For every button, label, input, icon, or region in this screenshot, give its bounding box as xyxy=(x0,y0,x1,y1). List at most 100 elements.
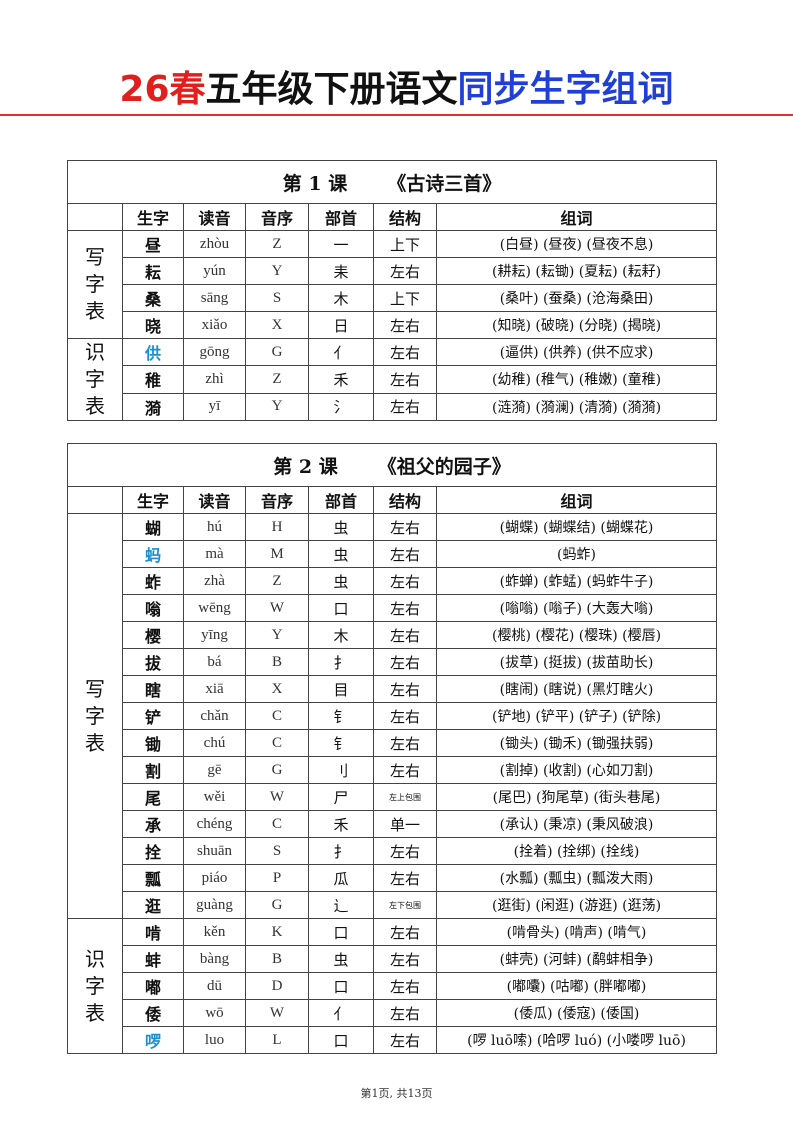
initial-cell: Z xyxy=(245,567,309,595)
char-cell: 割 xyxy=(122,756,184,784)
table-row: 漪 yī Y 氵左右 (涟漪) (漪澜) (清漪) (漪漪) xyxy=(68,392,718,422)
title-red-part: 26春 xyxy=(119,69,206,110)
pinyin-cell: wēng xyxy=(183,594,246,622)
words-cell: (拴着) (拴绑) (拴线) xyxy=(435,837,718,865)
words-cell: (涟漪) (漪澜) (清漪) (漪漪) xyxy=(435,392,718,422)
pinyin-cell: xiǎo xyxy=(183,311,246,339)
char-cell: 昼 xyxy=(122,230,184,258)
pinyin-cell: luo xyxy=(183,1026,246,1054)
radical-cell: 刂 xyxy=(308,756,374,784)
initial-cell: K xyxy=(245,918,309,946)
radical-cell: 亻 xyxy=(308,337,374,367)
table-row: 拔 bá B 扌左右 (拔草) (挺拔) (拔苗助长) xyxy=(68,648,718,676)
table-row: 蚌 bàng B 虫左右 (蚌壳) (河蚌) (鹬蚌相争) xyxy=(68,945,718,973)
pinyin-cell: dū xyxy=(183,972,246,1000)
radical-cell: 禾 xyxy=(308,365,374,394)
pinyin-cell: zhà xyxy=(183,567,246,595)
initial-cell: D xyxy=(245,972,309,1000)
structure-cell: 左右 xyxy=(373,621,437,649)
table-row: 锄 chú C 钅左右 (锄头) (锄禾) (锄强扶弱) xyxy=(68,729,718,757)
words-cell: (啃骨头) (啃声) (啃气) xyxy=(435,918,718,946)
table-row: 割 gē G 刂左右 (割掉) (收割) (心如刀割) xyxy=(68,756,718,784)
char-cell: 倭 xyxy=(122,999,184,1027)
lesson-number: 第 2 课 xyxy=(273,455,338,478)
radical-cell: 虫 xyxy=(308,567,374,595)
pinyin-cell: xiā xyxy=(183,675,246,703)
initial-cell: Y xyxy=(245,257,309,285)
radical-cell: 口 xyxy=(308,1026,374,1054)
char-cell: 拔 xyxy=(122,648,184,676)
lesson-name: 《古诗三首》 xyxy=(387,172,502,195)
words-cell: (蚌壳) (河蚌) (鹬蚌相争) xyxy=(435,945,718,973)
column-header: 音序 xyxy=(245,486,309,514)
pinyin-cell: shuān xyxy=(183,837,246,865)
pinyin-cell: zhì xyxy=(183,365,246,394)
char-cell: 逛 xyxy=(122,891,184,919)
initial-cell: G xyxy=(245,891,309,919)
table-row: 嗡 wēng W 口左右 (嗡嗡) (嗡子) (大轰大嗡) xyxy=(68,594,718,622)
radical-cell: 辶 xyxy=(308,891,374,919)
pinyin-cell: gōng xyxy=(183,337,246,367)
lesson-title: 第 2 课 《祖父的园子》 xyxy=(66,443,718,487)
lesson-name: 《祖父的园子》 xyxy=(377,455,511,478)
column-header: 组词 xyxy=(435,203,718,231)
header-row: 生字 读音 音序 部首 结构 组词 xyxy=(67,203,718,231)
pinyin-cell: sāng xyxy=(183,284,246,312)
initial-cell: B xyxy=(245,945,309,973)
char-cell: 尾 xyxy=(122,783,184,811)
initial-cell: X xyxy=(245,675,309,703)
radical-cell: 虫 xyxy=(308,540,374,568)
table-row: 耘 yún Y 耒左右 (耕耘) (耘锄) (夏耘) (耘耔) xyxy=(68,257,718,285)
header-blank xyxy=(67,486,123,514)
words-cell: (水瓢) (瓢虫) (瓢泼大雨) xyxy=(435,864,718,892)
char-cell: 瓢 xyxy=(122,864,184,892)
title-black-part: 五年级下册语文 xyxy=(205,69,458,110)
table-row: 写字表昼 zhòu Z 一上下 (白昼) (昼夜) (昼夜不息) xyxy=(67,230,718,339)
char-cell: 蚱 xyxy=(122,567,184,595)
column-header: 部首 xyxy=(308,486,374,514)
table-row: 桑 sāng S 木上下 (桑叶) (蚕桑) (沧海桑田) xyxy=(68,284,718,312)
column-header: 读音 xyxy=(183,203,246,231)
radical-cell: 木 xyxy=(308,621,374,649)
char-cell: 桑 xyxy=(122,284,184,312)
structure-cell: 左右 xyxy=(373,257,437,285)
table-row: 铲 chǎn C 钅左右 (铲地) (铲平) (铲子) (铲除) xyxy=(68,702,718,730)
initial-cell: S xyxy=(245,837,309,865)
radical-cell: 目 xyxy=(308,675,374,703)
initial-cell: C xyxy=(245,702,309,730)
structure-cell: 左右 xyxy=(373,675,437,703)
table-row: 识字表供 gōng G 亻左右 (逼供) (供养) (供不应求) xyxy=(67,337,718,421)
radical-cell: 虫 xyxy=(308,945,374,973)
structure-cell: 左上包围 xyxy=(373,783,437,811)
radical-cell: 耒 xyxy=(308,257,374,285)
radical-cell: 一 xyxy=(308,230,374,258)
radical-cell: 日 xyxy=(308,311,374,339)
char-cell: 啰 xyxy=(122,1026,184,1054)
structure-cell: 左右 xyxy=(373,729,437,757)
title-blue-part: 同步生字组词 xyxy=(457,69,674,110)
group-label: 识字表 xyxy=(67,338,123,421)
pinyin-cell: yīng xyxy=(183,621,246,649)
initial-cell: W xyxy=(245,783,309,811)
page-number: 第1页, 共13页 xyxy=(360,1087,433,1100)
table-row: 承 chéng C 禾单一 (承认) (秉凉) (秉风破浪) xyxy=(68,810,718,838)
words-cell: (瞎闹) (瞎说) (黑灯瞎火) xyxy=(435,675,718,703)
initial-cell: B xyxy=(245,648,309,676)
structure-cell: 左右 xyxy=(373,594,437,622)
structure-cell: 左右 xyxy=(373,1026,437,1054)
structure-cell: 左右 xyxy=(373,311,437,339)
column-header: 组词 xyxy=(435,486,718,514)
initial-cell: M xyxy=(245,540,309,568)
initial-cell: S xyxy=(245,284,309,312)
table-row: 拴 shuān S 扌左右 (拴着) (拴绑) (拴线) xyxy=(68,837,718,865)
column-header: 音序 xyxy=(245,203,309,231)
words-cell: (割掉) (收割) (心如刀割) xyxy=(435,756,718,784)
table-row: 樱 yīng Y 木左右 (樱桃) (樱花) (樱珠) (樱唇) xyxy=(68,621,718,649)
char-cell: 漪 xyxy=(122,392,184,422)
table-row: 蚂 mà M 虫左右 (蚂蚱) xyxy=(68,540,718,568)
structure-cell: 左下包围 xyxy=(373,891,437,919)
radical-cell: 口 xyxy=(308,918,374,946)
header-row: 生字 读音 音序 部首 结构 组词 xyxy=(67,486,718,514)
column-header: 部首 xyxy=(308,203,374,231)
words-cell: (尾巴) (狗尾草) (街头巷尾) xyxy=(435,783,718,811)
